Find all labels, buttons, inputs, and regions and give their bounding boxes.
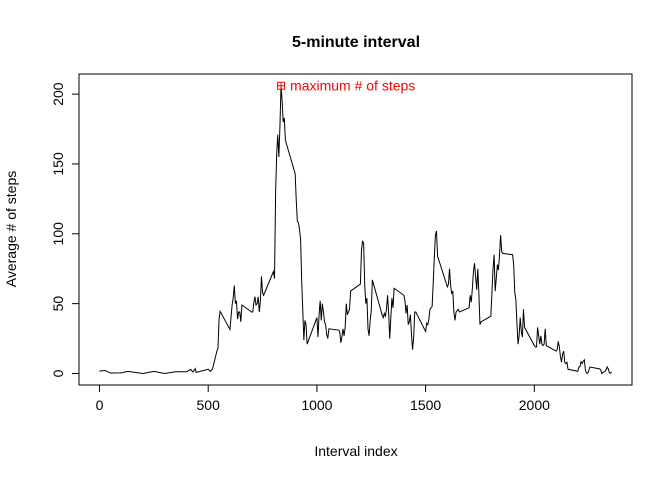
annotation-text: maximum # of steps [290, 78, 415, 94]
y-tick-label: 200 [50, 82, 66, 106]
x-tick-label: 2000 [519, 397, 550, 413]
plot-frame [78, 73, 633, 386]
data-line [99, 85, 612, 375]
x-axis-label: Interval index [314, 443, 397, 459]
x-tick-label: 1000 [301, 397, 332, 413]
x-tick-label: 0 [96, 397, 104, 413]
y-tick-label: 50 [50, 296, 66, 312]
y-axis-label: Average # of steps [3, 171, 19, 287]
y-tick-label: 100 [50, 222, 66, 246]
x-tick-label: 500 [197, 397, 221, 413]
y-tick-label: 150 [50, 152, 66, 176]
y-tick-label: 0 [50, 369, 66, 377]
chart-title: 5-minute interval [292, 34, 420, 51]
x-tick-label: 1500 [410, 397, 441, 413]
